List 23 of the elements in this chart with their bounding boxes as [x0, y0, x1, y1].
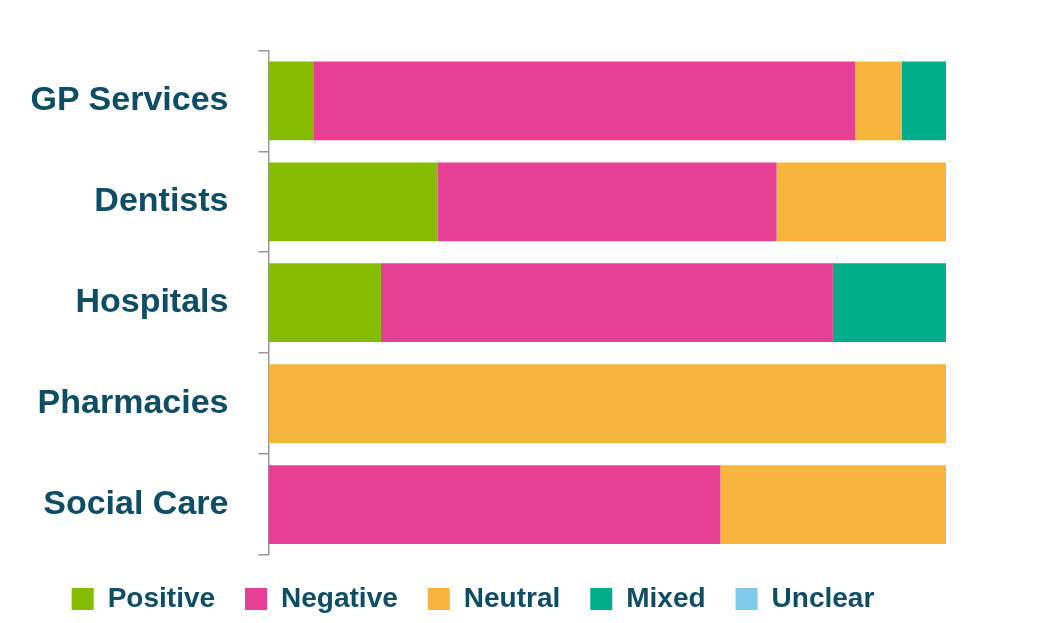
legend-label: Mixed — [626, 581, 706, 613]
y-tick-label: GP Services — [30, 79, 229, 118]
legend-label: Negative — [281, 581, 398, 613]
legend-label: Unclear — [771, 581, 875, 613]
y-tick-label: Social Care — [43, 482, 229, 521]
bar — [313, 61, 856, 141]
y-tick-label: Hospitals — [75, 281, 229, 320]
bar — [268, 364, 946, 443]
bar — [855, 61, 902, 141]
y-tick-label: Dentists — [94, 180, 229, 219]
bar — [901, 61, 946, 141]
bar — [437, 162, 777, 242]
legend-label: Positive — [107, 581, 216, 613]
legend-label: Neutral — [463, 581, 561, 613]
bar — [380, 263, 833, 343]
bar — [268, 61, 314, 141]
bar — [832, 263, 946, 343]
bar — [268, 465, 721, 544]
bar — [268, 263, 381, 343]
y-tick-label: Pharmacies — [37, 381, 229, 420]
bar — [720, 465, 946, 544]
bar — [268, 162, 438, 242]
bar — [776, 162, 946, 242]
